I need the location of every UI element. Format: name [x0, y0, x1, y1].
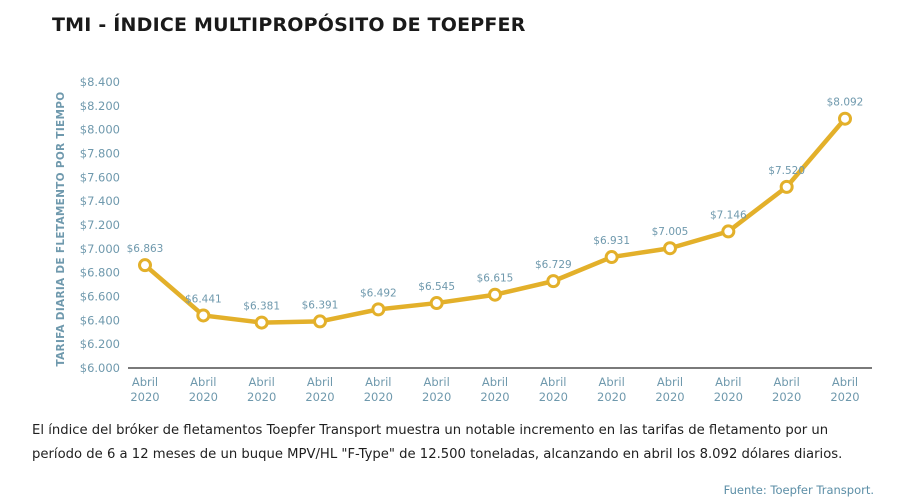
- data-label: $6.381: [243, 301, 280, 313]
- y-tick-label: $6.600: [80, 290, 120, 304]
- x-tick-label: Abril: [190, 375, 216, 389]
- x-tick-label-year: 2020: [655, 390, 684, 404]
- data-point: [313, 314, 327, 329]
- y-axis-title: TARIFA DIARIA DE FLETAMENTO POR TIEMPO: [55, 91, 67, 366]
- x-tick-label: Abril: [307, 375, 333, 389]
- chart-title: TMI - ÍNDICE MULTIPROPÓSITO DE TOEPFER: [52, 14, 526, 36]
- data-point: [254, 315, 269, 330]
- data-label: $6.545: [418, 281, 455, 293]
- source-note: Fuente: Toepfer Transport.: [723, 483, 874, 497]
- y-axis-title-group: TARIFA DIARIA DE FLETAMENTO POR TIEMPO: [55, 91, 67, 366]
- data-point: [838, 111, 852, 126]
- x-tick-label: Abril: [424, 375, 450, 389]
- data-label: $6.931: [593, 235, 630, 247]
- x-tick-label: Abril: [540, 375, 566, 389]
- y-tick-label: $7.600: [80, 170, 120, 184]
- x-tick-label: Abril: [249, 375, 275, 389]
- y-tick-label: $8.000: [80, 123, 120, 137]
- x-tick-label: Abril: [715, 375, 741, 389]
- data-labels: $6.863 $6.441 $6.381 $6.391 $6.492 $6.545 $6.6…: [127, 97, 864, 313]
- x-tick-label: Abril: [132, 375, 158, 389]
- x-tick-label: Abril: [599, 375, 625, 389]
- data-label: $7.146: [710, 209, 747, 221]
- x-tick-label-year: 2020: [422, 390, 451, 404]
- y-tick-label: $6.200: [80, 337, 120, 351]
- y-tick-label: $7.200: [80, 218, 120, 232]
- y-tick-label: $7.800: [80, 147, 120, 161]
- x-axis-ticks: Abril2020Abril2020Abril2020Abril2020Abri…: [130, 375, 859, 404]
- y-tick-label: $7.000: [80, 242, 120, 256]
- data-label: $6.615: [477, 273, 514, 285]
- data-point: [138, 258, 152, 273]
- x-tick-label-year: 2020: [539, 390, 568, 404]
- data-label: $7.005: [652, 226, 689, 238]
- data-label: $6.729: [535, 259, 572, 271]
- data-point: [604, 250, 619, 265]
- y-tick-label: $6.000: [80, 361, 120, 375]
- data-point: [429, 296, 444, 311]
- y-tick-label: $8.400: [80, 75, 120, 89]
- x-tick-label-year: 2020: [189, 390, 218, 404]
- data-point: [488, 287, 502, 302]
- x-tick-label: Abril: [774, 375, 800, 389]
- x-tick-label-year: 2020: [714, 390, 743, 404]
- chart-caption: El índice del bróker de fletamentos Toep…: [32, 423, 843, 462]
- y-tick-label: $8.200: [80, 99, 120, 113]
- data-points: [138, 111, 852, 330]
- y-tick-label: $6.800: [80, 266, 120, 280]
- data-point: [196, 308, 211, 323]
- line-chart: TARIFA DIARIA DE FLETAMENTO POR TIEMPO $…: [55, 75, 872, 404]
- x-tick-label: Abril: [657, 375, 683, 389]
- data-point: [779, 179, 794, 194]
- x-tick-label-year: 2020: [597, 390, 626, 404]
- y-tick-label: $6.400: [80, 313, 120, 327]
- x-tick-label-year: 2020: [772, 390, 801, 404]
- data-label: $8.092: [827, 97, 864, 109]
- y-tick-label: $7.400: [80, 194, 120, 208]
- data-label: $6.863: [127, 243, 164, 255]
- x-tick-label-year: 2020: [480, 390, 509, 404]
- x-tick-label-year: 2020: [130, 390, 159, 404]
- x-tick-label-year: 2020: [830, 390, 859, 404]
- data-point: [371, 302, 386, 317]
- x-tick-label: Abril: [832, 375, 858, 389]
- x-tick-label: Abril: [482, 375, 508, 389]
- data-label: $7.520: [768, 165, 805, 177]
- x-tick-label: Abril: [365, 375, 391, 389]
- x-tick-label-year: 2020: [305, 390, 334, 404]
- x-tick-label-year: 2020: [364, 390, 393, 404]
- data-label: $6.492: [360, 287, 397, 299]
- data-label: $6.391: [302, 299, 339, 311]
- data-label: $6.441: [185, 293, 222, 305]
- data-point: [663, 241, 677, 256]
- x-tick-label-year: 2020: [247, 390, 276, 404]
- data-point: [546, 274, 561, 289]
- y-axis-ticks: $6.000 $6.200 $6.400 $6.600 $6.800 $7.000 $7.2…: [80, 75, 120, 375]
- data-point: [721, 224, 736, 239]
